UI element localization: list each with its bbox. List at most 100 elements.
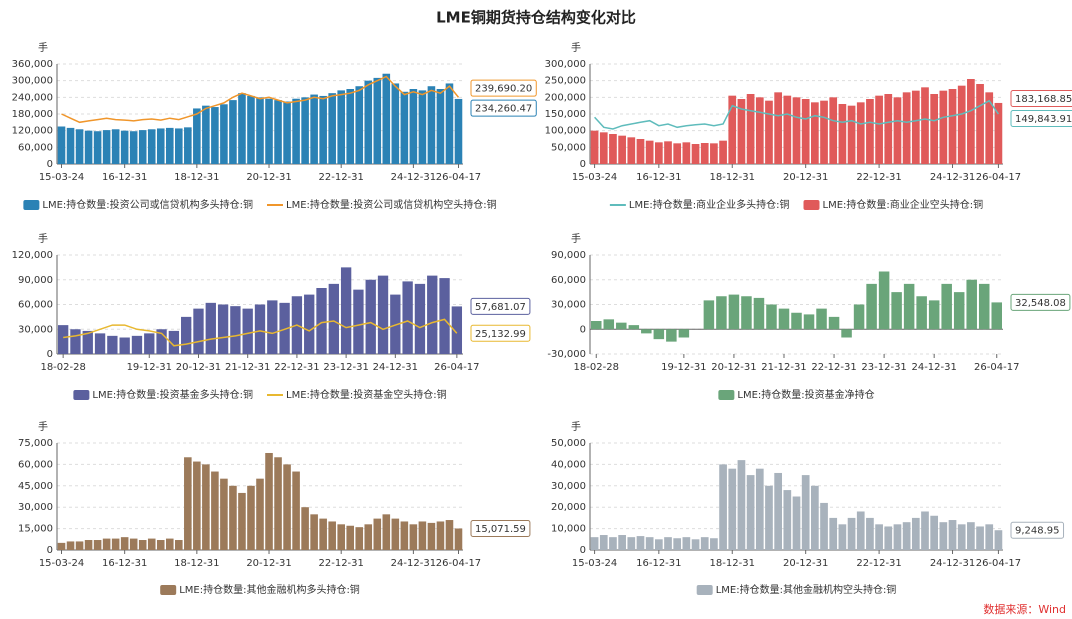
bar — [978, 283, 990, 330]
end-value-tag: 32,548.08 — [1010, 293, 1071, 311]
bar — [664, 537, 672, 550]
y-tick-label: 50,000 — [551, 438, 586, 449]
x-tick-label: 18-12-31 — [710, 172, 755, 183]
bar — [746, 475, 755, 550]
y-tick-label: 20,000 — [551, 502, 586, 513]
y-unit-label: 手 — [571, 232, 581, 245]
bar — [673, 143, 682, 164]
bar — [719, 464, 727, 550]
end-value-tag: 25,132.99 — [470, 324, 531, 342]
x-tick-label: 22-12-31 — [856, 558, 901, 569]
bar — [755, 97, 764, 164]
bar — [304, 294, 315, 354]
bar — [147, 538, 156, 550]
bar — [599, 132, 608, 164]
bar — [985, 524, 994, 550]
y-tick-label: 180,000 — [12, 109, 53, 120]
x-tick-label: 16-12-31 — [102, 558, 147, 569]
x-tick-label: 23-12-31 — [323, 362, 368, 373]
bar — [678, 329, 690, 338]
bar — [774, 92, 782, 164]
bar — [427, 522, 436, 550]
bar — [893, 97, 902, 164]
y-tick-label: 75,000 — [18, 438, 53, 449]
bar — [811, 485, 819, 550]
bar — [75, 541, 84, 550]
bar — [328, 93, 336, 164]
y-tick-label: 50,000 — [551, 142, 586, 153]
bar — [838, 524, 847, 550]
bar — [144, 333, 155, 354]
y-tick-label: 0 — [580, 545, 586, 556]
y-unit-label: 手 — [571, 420, 581, 433]
bar — [175, 128, 183, 164]
legend-label: LME:持仓数量:投资公司或信贷机构多头持仓:铜 — [42, 198, 253, 211]
bar — [230, 306, 241, 354]
bar — [427, 86, 436, 164]
bar — [377, 275, 389, 354]
bar — [120, 130, 129, 164]
bar — [319, 518, 327, 550]
bar — [382, 514, 391, 550]
legend-label: LME:持仓数量:投资公司或信贷机构空头持仓:铜 — [286, 198, 497, 211]
legend-swatch — [73, 390, 90, 400]
bar — [939, 522, 948, 550]
bar — [402, 281, 413, 354]
bar — [891, 292, 902, 330]
bar — [319, 95, 327, 164]
bar — [242, 308, 253, 354]
bar — [247, 95, 255, 164]
bar — [691, 144, 700, 164]
bar — [930, 515, 939, 550]
bar — [373, 518, 382, 550]
bar — [957, 85, 966, 164]
legend-label: LME:持仓数量:商业企业空头持仓:铜 — [823, 198, 984, 211]
bar — [391, 83, 400, 164]
legend: LME:持仓数量:其他金融机构空头持仓:铜 — [696, 583, 896, 596]
bar — [778, 308, 790, 330]
y-tick-label: -30,000 — [547, 349, 586, 360]
legend: LME:持仓数量:投资基金多头持仓:铜 LME:持仓数量:投资基金空头持仓:铜 — [73, 388, 447, 401]
bar — [703, 300, 715, 330]
x-tick-label: 15-03-24 — [39, 172, 84, 183]
y-tick-label: 60,000 — [18, 142, 53, 153]
x-tick-label: 18-12-31 — [174, 172, 219, 183]
bar — [766, 304, 777, 330]
bar — [957, 524, 966, 550]
end-value-label: 149,843.91 — [1015, 114, 1072, 125]
y-tick-label: 150,000 — [545, 109, 586, 120]
bar — [673, 538, 682, 550]
bar — [792, 97, 801, 164]
bar — [57, 325, 69, 354]
bar — [328, 283, 339, 354]
tag-box — [470, 99, 537, 117]
y-tick-label: 0 — [47, 159, 53, 170]
bar — [165, 127, 174, 164]
x-tick-label: 15-03-24 — [572, 558, 617, 569]
bar — [911, 517, 920, 550]
bar — [875, 524, 883, 550]
bar — [328, 521, 336, 550]
bar — [994, 102, 1003, 164]
bar — [645, 140, 654, 164]
bar — [131, 335, 143, 354]
bar — [129, 131, 138, 164]
tag-box — [470, 324, 531, 342]
legend-label: LME:持仓数量:商业企业多头持仓:铜 — [629, 198, 790, 211]
bar — [292, 471, 300, 550]
bar — [292, 98, 300, 164]
bar — [930, 94, 939, 164]
legend-swatch — [696, 585, 713, 595]
chart-panel: 手 -30,000 0 30,000 60,000 90,000 18-02-28 19-12… — [547, 232, 1071, 401]
tag-box — [1010, 521, 1065, 539]
x-tick-label: 26-04-17 — [976, 558, 1021, 569]
bar — [138, 540, 147, 550]
bar — [256, 478, 264, 550]
end-value-label: 239,690.20 — [475, 84, 532, 95]
legend-swatch — [803, 200, 820, 210]
y-tick-label: 45,000 — [18, 481, 53, 492]
bar — [903, 283, 915, 330]
bar — [400, 521, 409, 550]
bar — [878, 271, 890, 330]
